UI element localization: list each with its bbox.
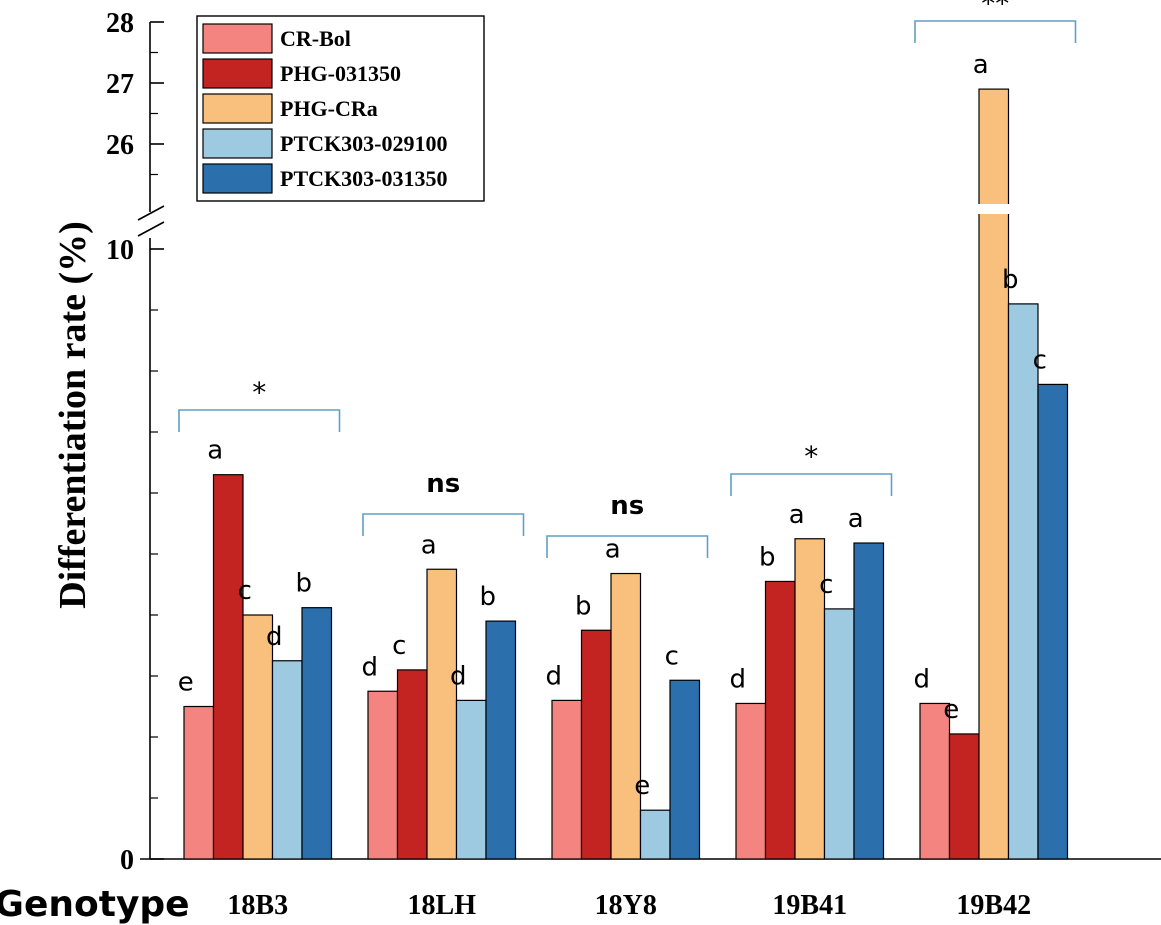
significance-bracket <box>178 409 341 432</box>
significance-bracket <box>362 513 525 536</box>
bar-phg-cra-18b3 <box>242 614 274 860</box>
bar-ptck303-031350-19b42 <box>1037 383 1069 860</box>
significance-letter: b <box>295 569 312 599</box>
significance-bracket <box>730 473 893 496</box>
significance-mark: ** <box>981 0 1009 20</box>
significance-letter: e <box>634 771 650 801</box>
significance-letter: c <box>665 641 679 671</box>
significance-letter: e <box>943 695 959 725</box>
x-tick-label: 18LH <box>408 890 477 921</box>
bar-ptck303-029100-18y8 <box>639 809 671 860</box>
significance-letter: a <box>421 530 437 560</box>
y-tick-label: 10 <box>106 235 134 266</box>
bar-ptck303-031350-18b3 <box>301 607 333 860</box>
y-tick-label: 27 <box>106 69 134 100</box>
legend: CR-Bol PHG-031350 PHG-CRa PTCK303-029100 PTC… <box>196 15 485 202</box>
bar-ptck303-031350-18lh <box>485 620 517 860</box>
significance-letter: c <box>819 570 833 600</box>
significance-letter: d <box>913 664 930 694</box>
significance-letter: c <box>238 576 252 606</box>
x-axis-title: Genotype <box>0 884 190 925</box>
significance-bracket <box>546 535 709 558</box>
significance-letter: c <box>392 631 406 661</box>
bar-phg-cra-18y8 <box>610 572 642 860</box>
significance-letter: c <box>1033 345 1047 375</box>
legend-label: CR-Bol <box>280 26 351 51</box>
significance-letter: b <box>479 582 496 612</box>
bar-ptck303-029100-19b41 <box>823 608 855 860</box>
significance-letter: b <box>575 591 592 621</box>
significance-mark: * <box>252 376 266 409</box>
significance-mark: * <box>804 440 818 473</box>
legend-swatch <box>202 163 273 194</box>
bar-phg-031350-18y8 <box>580 629 612 860</box>
legend-label: PHG-031350 <box>280 61 401 86</box>
legend-label: PHG-CRa <box>280 96 378 121</box>
significance-letter: a <box>207 436 223 466</box>
bar-ptck303-029100-18b3 <box>271 660 303 860</box>
significance-letter: a <box>605 535 621 565</box>
bar-ptck303-031350-18y8 <box>669 679 701 860</box>
legend-label: PTCK303-031350 <box>280 166 447 191</box>
x-tick-labels: 18B3 18LH 18Y8 19B41 19B42 <box>227 890 1031 921</box>
bar-cr-bol-19b42 <box>919 702 951 860</box>
legend-label: PTCK303-029100 <box>280 131 447 156</box>
significance-letter: a <box>789 500 805 530</box>
bar-phg-031350-19b41 <box>764 580 796 860</box>
bar-cr-bol-18lh <box>367 690 399 860</box>
bar-phg-cra-19b41 <box>794 538 826 860</box>
x-tick-label: 19B41 <box>772 890 847 921</box>
y-tick-label: 28 <box>106 8 134 39</box>
significance-letter: d <box>729 664 746 694</box>
significance-letter: d <box>266 622 283 652</box>
y-tick-label: 26 <box>106 130 134 161</box>
significance-letter: e <box>178 668 194 698</box>
y-tick-label: 0 <box>120 845 134 876</box>
legend-swatch <box>202 93 273 124</box>
x-tick-label: 18B3 <box>227 890 288 921</box>
significance-mark: ns <box>426 469 460 499</box>
significance-letter: d <box>545 661 562 691</box>
bars <box>183 88 1069 860</box>
significance-letter: b <box>1002 265 1019 295</box>
significance-letter: b <box>759 542 776 572</box>
bar-break-gap <box>976 204 1012 214</box>
x-tick-label: 18Y8 <box>595 890 657 921</box>
bar-phg-031350-18b3 <box>212 474 244 860</box>
significance-bracket <box>914 20 1077 43</box>
y-axis-label: Differentiation rate (%) <box>52 221 94 609</box>
legend-swatch <box>202 58 273 89</box>
y-ticks: 0 10 26 27 28 <box>106 8 164 876</box>
bar-ptck303-029100-19b42 <box>1007 303 1039 860</box>
significance-letter: d <box>361 652 378 682</box>
significance-letter: d <box>450 661 467 691</box>
bar-cr-bol-18y8 <box>551 699 583 860</box>
significance-mark: ns <box>610 491 644 521</box>
significance-letter: a <box>973 50 989 80</box>
bar-phg-031350-19b42 <box>948 733 980 860</box>
bar-cr-bol-19b41 <box>735 702 767 860</box>
axis-break-mark <box>137 205 165 237</box>
bar-phg-cra-19b42 <box>978 88 1010 860</box>
bar-phg-031350-18lh <box>396 669 428 860</box>
significance-letter: a <box>848 504 864 534</box>
x-tick-label: 19B42 <box>956 890 1031 921</box>
legend-swatch <box>202 128 273 159</box>
bar-ptck303-029100-18lh <box>455 699 487 860</box>
bar-phg-cra-18lh <box>426 568 458 860</box>
legend-swatch <box>202 23 273 54</box>
bar-ptck303-031350-19b41 <box>853 542 885 860</box>
bar-break-gaps <box>976 204 1012 214</box>
bar-cr-bol-18b3 <box>183 705 215 860</box>
